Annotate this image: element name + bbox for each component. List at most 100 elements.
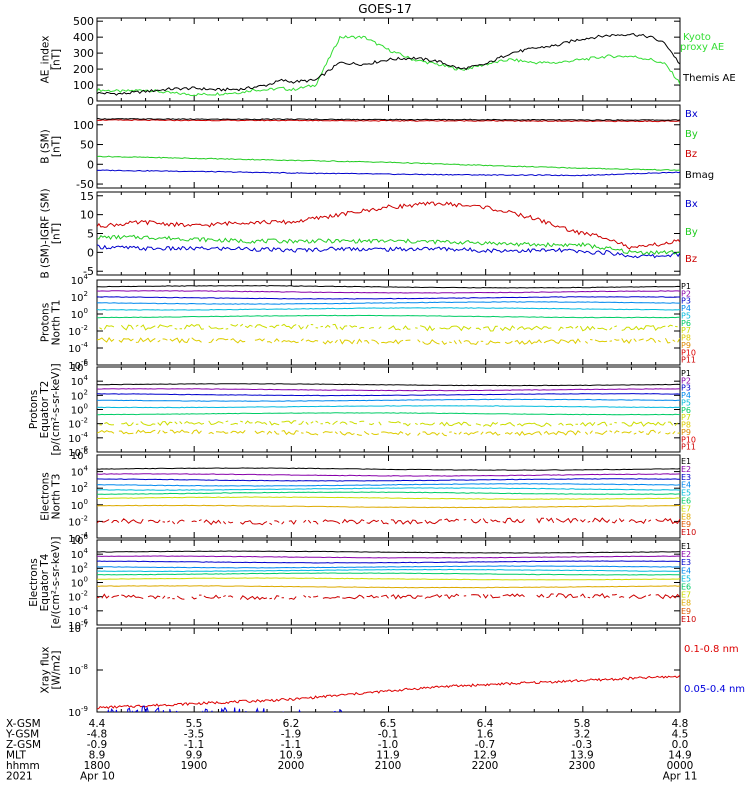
orbit-row-value: 14.9 — [668, 750, 691, 762]
legend-ee-e9: E9 — [681, 607, 691, 616]
bsm-series-bx — [97, 169, 680, 177]
pe-ytick-exponent: -4 — [81, 431, 89, 439]
orbit-row-label: 2021 — [6, 771, 33, 783]
en-ytick-exponent: 6 — [84, 448, 89, 456]
pe-channel-p7 — [99, 421, 680, 427]
xray-ytick-label: 10-9 — [68, 705, 88, 719]
legend-ee-e1: E1 — [681, 542, 691, 551]
legend-pn-p11: P11 — [681, 356, 696, 365]
legend-pe-p8: P8 — [681, 421, 691, 430]
pn-ylabel-line: Protons — [40, 303, 52, 342]
orbit-row-value: 1900 — [181, 760, 208, 772]
xray-ytick-exponent: -7 — [81, 621, 88, 629]
ee-ylabel-line: [e/(cm²-s-sr-keV)] — [50, 537, 62, 629]
legend-bsm-bmag: Bmag — [685, 170, 714, 181]
orbit-row-value: 5.8 — [574, 718, 591, 730]
orbit-row-value: 1.6 — [477, 729, 494, 741]
en-frame — [96, 454, 681, 539]
pn-channel-p2 — [97, 290, 680, 294]
orbit-row-value: 8.9 — [89, 750, 106, 762]
plot-title: GOES-17 — [358, 2, 412, 16]
legend-bdiff-by: By — [685, 227, 698, 238]
xray-ytick-exponent: -8 — [81, 663, 88, 671]
ee-ytick-exponent: -4 — [81, 604, 89, 612]
panel-bsm: -50 0 50 100 B (SM)[nT] Bx By Bz Bmag — [40, 104, 714, 191]
xray-ytick-exponent: -9 — [81, 705, 88, 713]
orbit-row-value: -3.5 — [184, 729, 205, 741]
orbit-row-value: 9.9 — [186, 750, 203, 762]
orbit-row-value: 4.4 — [89, 718, 106, 730]
bsm-series-by — [97, 155, 680, 171]
bdiff-ylabel: B (SM)-IGRF (SM)[nT] — [40, 188, 63, 278]
bsm-plot-area — [97, 117, 680, 177]
panel-ee: 10-610-410-2100102104106ElectronsEquator… — [28, 533, 696, 632]
bsm-ylabel-line: [nT] — [51, 136, 63, 157]
pe-ytick-label: 102 — [71, 388, 88, 402]
orbit-row-value: -1.0 — [378, 739, 399, 751]
ee-channel-e8 — [97, 585, 680, 589]
pe-channel-p1 — [97, 383, 680, 387]
ae-ytick-label: 100 — [73, 79, 94, 92]
pn-ytick-exponent: 0 — [84, 307, 88, 315]
legend-ee-e8: E8 — [681, 599, 691, 608]
orbit-row-value: 6.4 — [477, 718, 494, 730]
ae-ylabel-line: [nT] — [51, 49, 63, 70]
en-ytick-label: 106 — [71, 448, 89, 462]
orbit-row-value: 5.5 — [186, 718, 203, 730]
orbit-row-label: Z-GSM — [6, 739, 41, 751]
orbit-row-value: 4.8 — [672, 718, 689, 730]
pn-channel-p8 — [97, 336, 680, 346]
en-ytick-label: 10-2 — [68, 514, 88, 528]
bdiff-ytick-label: 5 — [87, 228, 94, 241]
pn-ytick-exponent: -4 — [81, 341, 89, 349]
pn-ytick-label: 100 — [71, 307, 88, 321]
ae-series-kyoto-proxy-ae — [97, 35, 680, 97]
en-ytick-exponent: -4 — [81, 531, 89, 539]
legend-pe-p6: P6 — [681, 406, 691, 415]
en-plot-area — [97, 467, 680, 526]
legend-ee-e4: E4 — [681, 566, 691, 575]
en-ytick-exponent: 0 — [84, 498, 88, 506]
ae-ylabel-line: AE_index — [40, 36, 52, 84]
pn-ytick-label: 10-4 — [68, 341, 88, 355]
orbit-row-value: 2200 — [472, 760, 499, 772]
legend-bdiff-bx: Bx — [685, 199, 698, 210]
legend-en-e2: E2 — [681, 465, 691, 474]
bdiff-series-bz — [97, 201, 680, 250]
en-channel-e6 — [97, 491, 680, 495]
bsm-legend: Bx By Bz Bmag — [685, 109, 714, 181]
legend-ee-e3: E3 — [681, 558, 691, 567]
en-channel-e5 — [97, 487, 680, 491]
en-ytick-exponent: 2 — [84, 481, 88, 489]
en-channel-e8 — [97, 504, 680, 509]
ee-ytick-label: 102 — [71, 561, 88, 575]
pe-frame — [96, 366, 681, 453]
legend-pn-p2: P2 — [681, 289, 691, 298]
pe-ylabel-line: Protons — [28, 390, 40, 429]
bdiff-legend: Bx By Bz — [685, 199, 698, 265]
ee-ylabel: ElectronsEquator T4[e/(cm²-s-sr-keV)] — [28, 537, 62, 629]
ee-ytick-label: 104 — [71, 547, 89, 561]
orbit-row-value: 2300 — [569, 760, 596, 772]
en-ylabel-line: North T3 — [51, 474, 63, 520]
legend-en-e10: E10 — [681, 528, 696, 537]
ee-channel-e3 — [97, 560, 680, 564]
ee-channel-e10 — [97, 593, 680, 601]
legend-pe-p7: P7 — [681, 413, 691, 422]
orbit-row-value: 11.9 — [376, 750, 399, 762]
orbit-row-value: 4.5 — [672, 729, 689, 741]
orbit-info-table: X-GSM 4.4 5.5 6.2 6.5 6.4 5.8 4.8Y-GSM -4.8 -3.5-… — [5, 718, 697, 783]
legend-kyoto-line2: proxy AE — [680, 42, 724, 53]
legend-pe-p4: P4 — [681, 391, 691, 400]
pn-ylabel: ProtonsNorth T1 — [40, 300, 63, 346]
ee-channel-e1 — [97, 550, 680, 554]
legend-bdiff-bz: Bz — [685, 254, 697, 265]
legend-bsm-bx: Bx — [685, 109, 698, 120]
bsm-series-bmag — [97, 117, 680, 121]
pn-ylabel-line: North T1 — [51, 300, 63, 346]
en-channel-e4 — [97, 483, 680, 487]
ee-channel-e4 — [97, 565, 680, 569]
